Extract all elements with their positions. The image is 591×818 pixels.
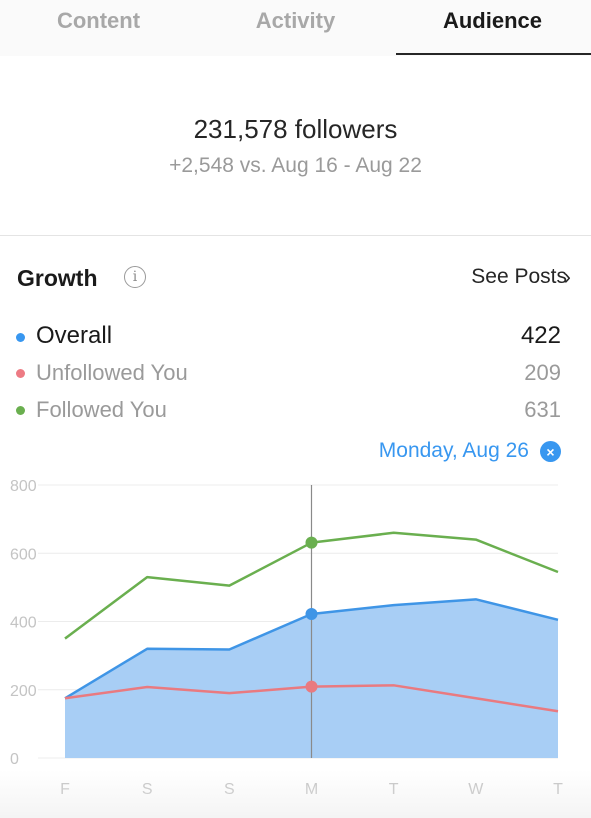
legend-item-unfollowed: Unfollowed You 209	[0, 358, 591, 388]
overall-dot-icon	[16, 333, 25, 342]
y-tick-label: 800	[10, 478, 37, 495]
x-tick-label: M	[305, 781, 318, 798]
legend-label: Overall	[36, 322, 113, 349]
see-posts-link[interactable]: See Posts	[471, 265, 567, 288]
tab-activity[interactable]: Activity	[255, 8, 336, 33]
growth-title: Growth	[17, 265, 98, 291]
info-icon[interactable]: i	[124, 266, 146, 288]
y-tick-label: 600	[10, 546, 37, 563]
follower-count: 231,578 followers	[193, 114, 398, 144]
x-tick-label: S	[142, 781, 153, 798]
legend-label: Unfollowed You	[36, 360, 188, 385]
x-tick-label: T	[553, 781, 563, 798]
selected-point-followed-you	[305, 536, 318, 549]
selected-date: Monday, Aug 26	[378, 439, 529, 462]
section-divider	[0, 235, 591, 236]
chevron-right-icon[interactable]: ›	[563, 264, 571, 289]
legend-item-followed: Followed You 631	[0, 395, 591, 425]
selected-point-overall	[305, 607, 318, 620]
follower-summary: 231,578 followers +2,548 vs. Aug 16 - Au…	[0, 56, 591, 236]
legend-value: 631	[524, 397, 561, 422]
y-tick-label: 0	[10, 751, 19, 768]
tab-bar: Content Activity Audience	[0, 0, 591, 57]
clear-selection-icon[interactable]: ×	[540, 441, 561, 462]
x-tick-label: S	[224, 781, 235, 798]
x-tick-label: W	[468, 781, 484, 798]
legend-value: 422	[520, 322, 561, 349]
followed-dot-icon	[16, 406, 25, 415]
y-tick-label: 400	[10, 615, 37, 632]
tab-audience[interactable]: Audience	[442, 8, 543, 33]
growth-chart[interactable]: 0 200 400 600 800 F S S M T W T	[0, 470, 591, 818]
tab-content[interactable]: Content	[56, 8, 141, 33]
active-tab-indicator	[396, 53, 591, 55]
unfollowed-dot-icon	[16, 369, 25, 378]
legend-item-overall: Overall 422	[0, 322, 591, 352]
legend-value: 209	[524, 360, 561, 385]
selected-point-unfollowed-you	[305, 680, 318, 693]
x-tick-label: T	[389, 781, 399, 798]
legend-label: Followed You	[36, 397, 167, 422]
y-tick-label: 200	[10, 683, 37, 700]
follower-comparison: +2,548 vs. Aug 16 - Aug 22	[169, 154, 422, 177]
x-tick-label: F	[60, 781, 70, 798]
